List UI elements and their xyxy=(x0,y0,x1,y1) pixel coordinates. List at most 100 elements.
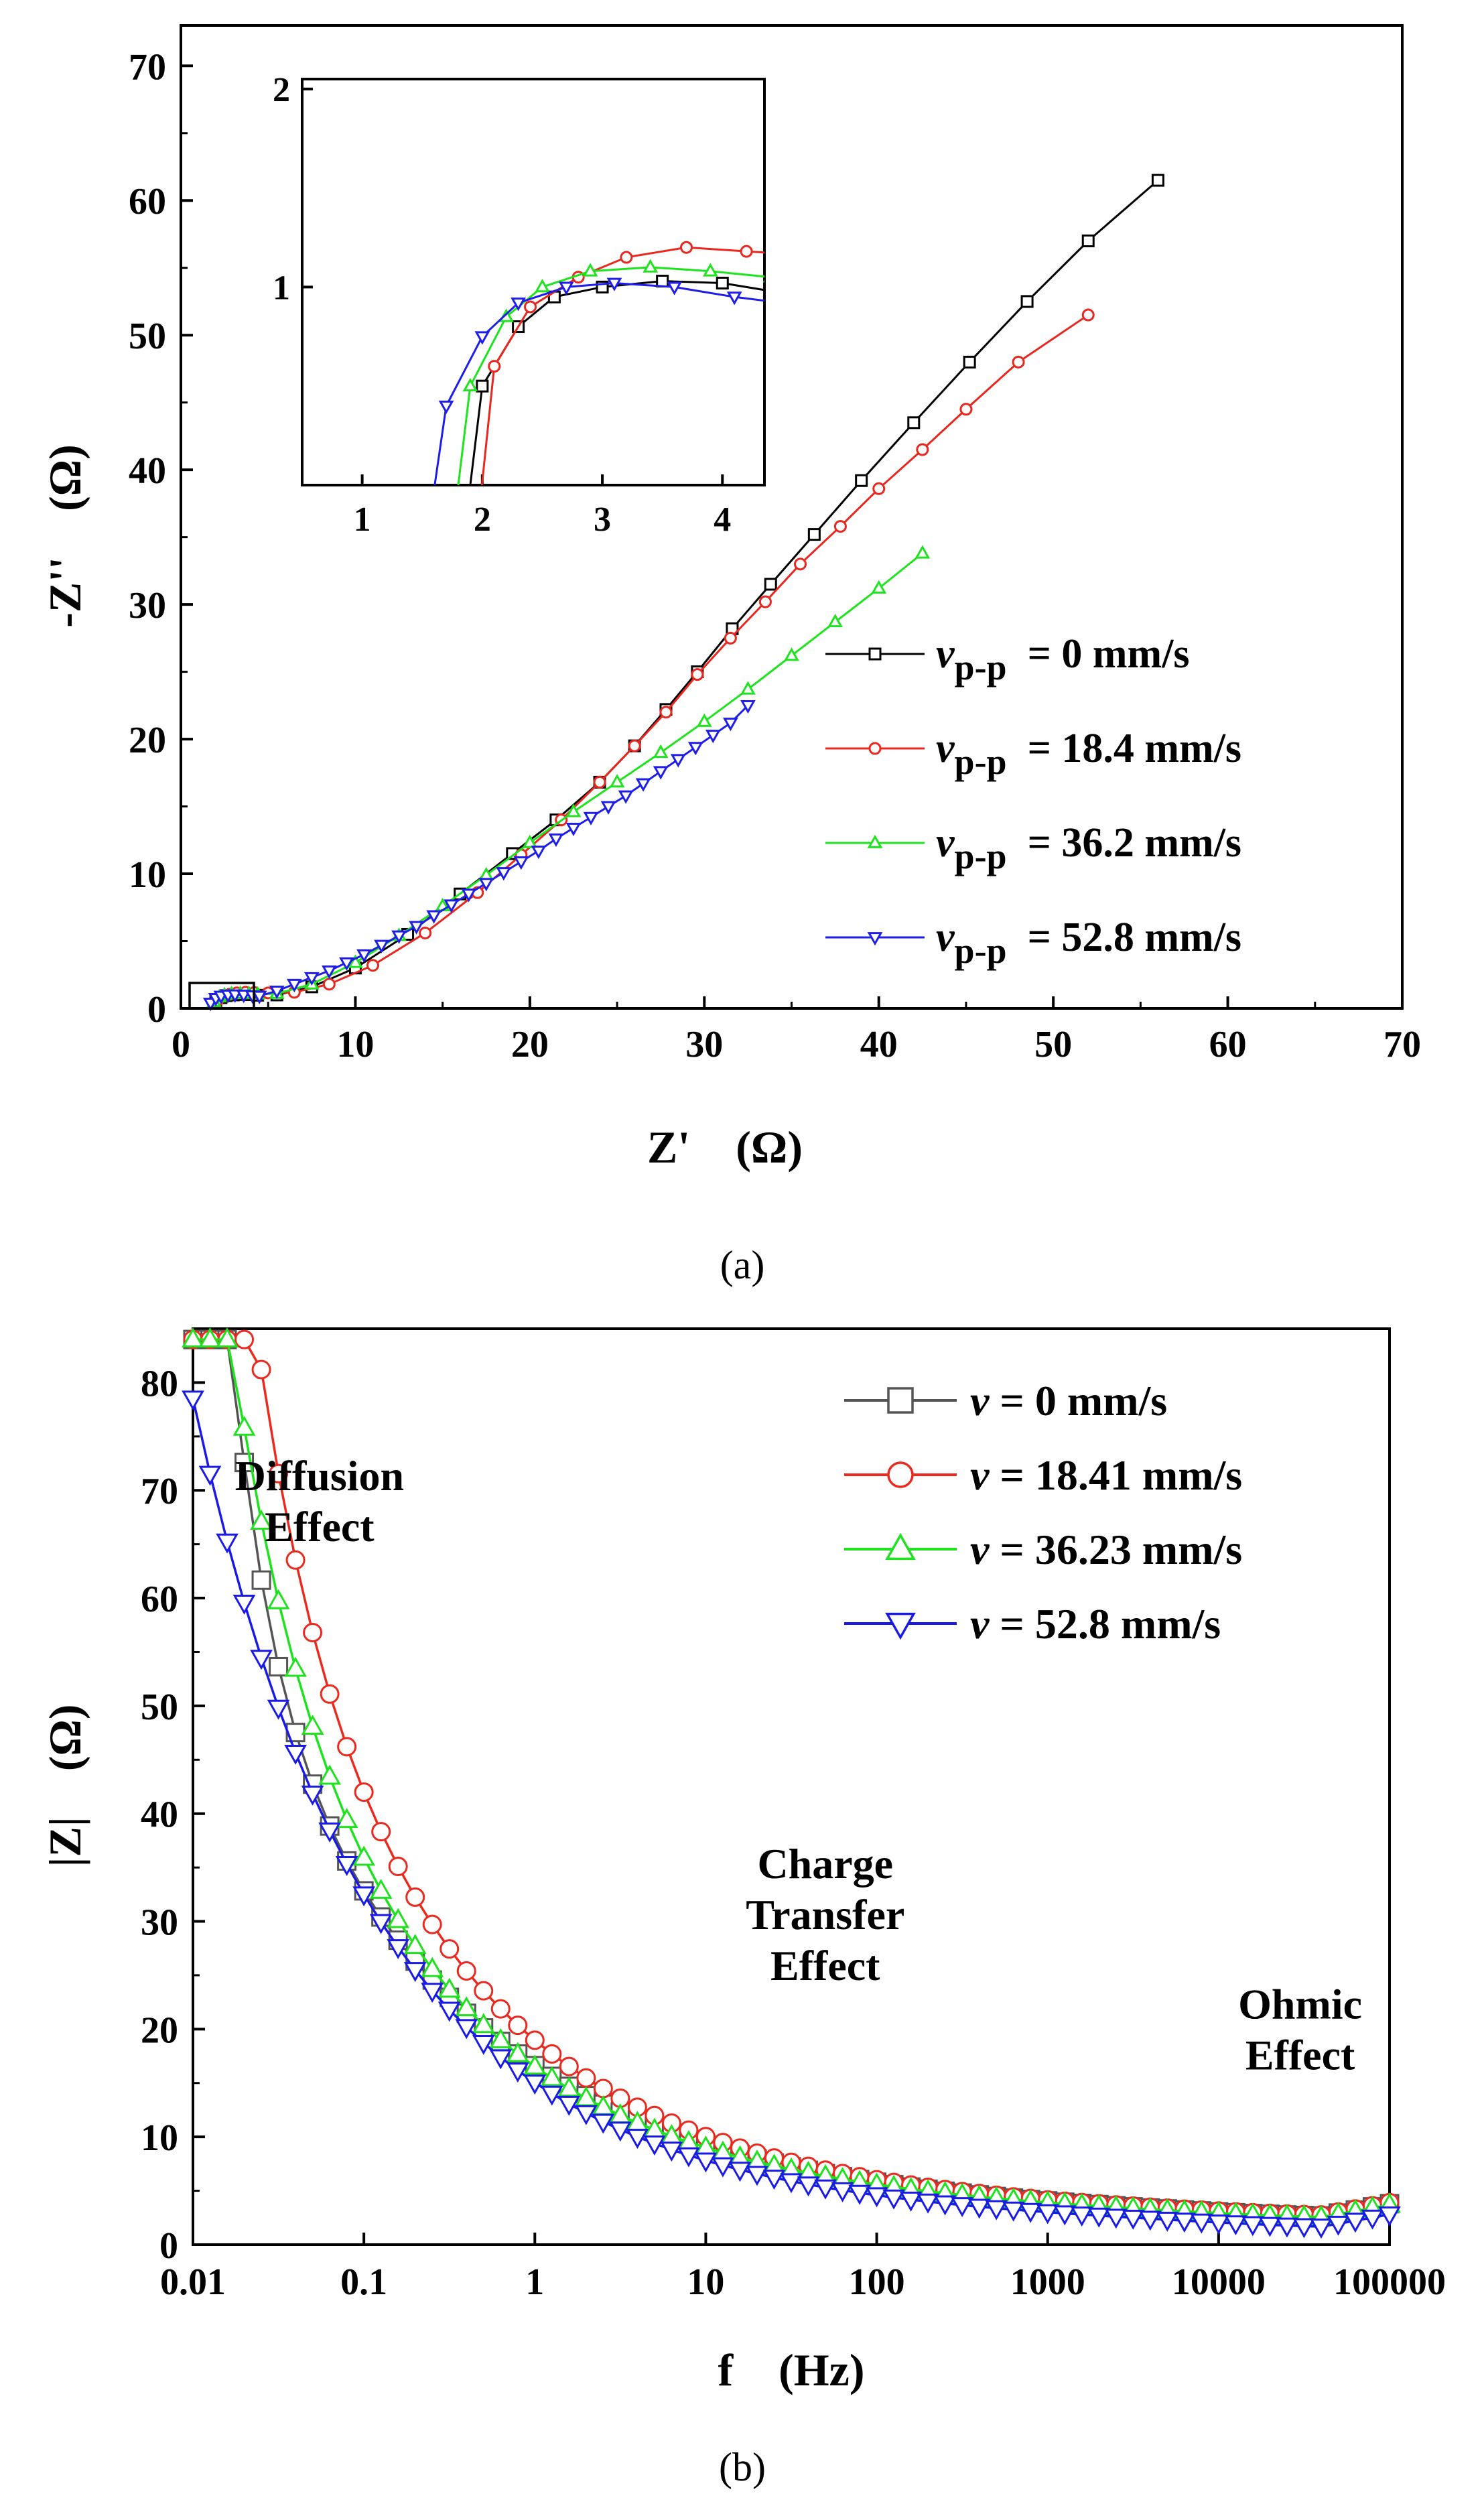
a-inset-data-point xyxy=(762,279,764,283)
a-data-point xyxy=(496,867,512,881)
b-data-point xyxy=(593,2078,613,2099)
a-y-tick-label: 0 xyxy=(147,989,166,1031)
b-data-point xyxy=(1224,2215,1247,2236)
a-inset-data-point xyxy=(702,263,718,277)
b-data-point xyxy=(182,1390,204,1411)
b-data-point xyxy=(456,1961,476,1981)
a-inset-series-2 xyxy=(457,259,764,485)
a-x-tick-label: 10 xyxy=(336,1024,374,1065)
b-x-tick-label: 0.1 xyxy=(340,2261,387,2303)
a-data-point xyxy=(227,989,243,1003)
a-legend-label: vp-p = 52.8 mm/s xyxy=(936,915,1241,971)
a-inset-data-point xyxy=(462,377,478,392)
a-legend-entry: vp-p = 0 mm/s xyxy=(825,631,1190,687)
chart-a-legend: vp-p = 0 mm/svp-p = 18.4 mm/svp-p = 36.2… xyxy=(825,631,1241,971)
b-x-tick-label: 100 xyxy=(849,2261,905,2303)
b-y-tick-label: 20 xyxy=(141,2009,178,2051)
a-data-point xyxy=(444,899,460,913)
b-data-point xyxy=(216,1533,239,1554)
b-legend-value: = 52.8 mm/s xyxy=(989,1600,1221,1648)
a-data-point xyxy=(565,803,582,817)
b-data-point xyxy=(232,1415,256,1436)
b-data-point xyxy=(728,2162,752,2182)
a-data-point xyxy=(959,403,973,416)
a-legend-marker xyxy=(868,647,882,661)
b-y-tick-label: 60 xyxy=(141,1579,178,1620)
chart-b-bode-magnitude: 0.01 0.1 1 10 100 1000 10000 100000 0 10 20 30 40 50… xyxy=(40,1327,1446,2489)
a-inset-data-point xyxy=(606,277,622,291)
a-inset-data-point xyxy=(488,360,501,373)
b-data-point xyxy=(933,2195,957,2216)
a-data-point xyxy=(366,959,379,972)
a-data-point xyxy=(583,811,599,825)
b-legend-label: v = 52.8 mm/s xyxy=(970,1600,1221,1648)
a-data-point xyxy=(784,647,799,661)
a-x-tick-label: 60 xyxy=(1209,1024,1247,1065)
b-data-point xyxy=(626,2129,649,2150)
b-data-point xyxy=(369,1914,393,1934)
chart-a-nyquist: 0 10 20 30 40 50 60 70 0 10 20 30 40 50 60 70 1 2 3 4 1 2 v… xyxy=(40,24,1421,1287)
b-data-point xyxy=(251,1570,271,1590)
a-data-point xyxy=(1081,235,1095,248)
a-data-point xyxy=(659,706,673,719)
a-x-tick-label: 20 xyxy=(511,1024,549,1065)
a-legend-var: v xyxy=(936,915,955,960)
a-legend-sub: p-p xyxy=(955,931,1007,971)
a-data-point xyxy=(321,965,337,979)
a-x-tick-label: 50 xyxy=(1034,1024,1072,1065)
b-data-point xyxy=(301,1785,324,1806)
a-y-tick-label: 30 xyxy=(129,585,166,626)
chart-a-inset-series-group xyxy=(433,241,764,485)
chart-b-y-axis: 0 10 20 30 40 50 60 70 80 xyxy=(141,1327,205,2267)
b-data-point xyxy=(1053,2205,1077,2226)
b-legend-label: v = 18.41 mm/s xyxy=(970,1451,1242,1499)
b-data-point xyxy=(489,2049,513,2070)
a-y-tick-label: 10 xyxy=(129,854,166,896)
b-data-point xyxy=(608,2121,632,2142)
a-data-point xyxy=(391,930,407,944)
a-data-point xyxy=(807,528,821,541)
b-series-3 xyxy=(182,1390,1401,2239)
a-inset-data-point xyxy=(620,251,633,264)
b-data-point xyxy=(1241,2216,1264,2237)
a-inset-series-3 xyxy=(433,277,764,485)
b-data-point xyxy=(489,2028,513,2048)
a-data-point xyxy=(764,578,777,591)
b-data-point xyxy=(198,1327,222,1347)
b-data-point xyxy=(506,2042,529,2062)
a-inset-data-point xyxy=(716,276,729,289)
b-annotation-line: Ohmic xyxy=(1238,1980,1362,2028)
b-legend-var: v xyxy=(970,1451,990,1499)
a-data-point xyxy=(513,856,529,870)
a-inset-series-line xyxy=(457,266,764,485)
b-data-point xyxy=(285,1550,306,1570)
b-data-point xyxy=(1344,2212,1367,2233)
a-data-point xyxy=(794,557,807,571)
b-data-point xyxy=(369,1878,393,1899)
b-x-tick-label: 10000 xyxy=(1172,2261,1266,2303)
a-inset-x-tick-label: 1 xyxy=(354,501,371,539)
a-data-point xyxy=(653,766,669,780)
b-annotation-line: Diffusion xyxy=(235,1452,405,1500)
a-data-point xyxy=(740,681,756,695)
a-legend-var: v xyxy=(936,631,955,677)
b-data-point xyxy=(403,1934,427,1955)
b-y-tick-label: 0 xyxy=(159,2225,178,2267)
b-data-point xyxy=(525,2030,545,2050)
a-legend-value: = 36.2 mm/s xyxy=(1007,820,1241,866)
a-inset-data-point xyxy=(438,400,454,415)
a-data-point xyxy=(1081,308,1095,322)
a-data-point xyxy=(1012,355,1025,369)
a-data-point xyxy=(1151,174,1164,187)
b-data-point xyxy=(216,1327,239,1347)
a-data-point xyxy=(963,355,976,369)
b-data-point xyxy=(303,1623,323,1643)
b-data-point xyxy=(267,1699,290,1720)
b-annotation-line: Effect xyxy=(1245,2031,1355,2078)
b-data-point xyxy=(251,1360,271,1380)
b-data-point xyxy=(542,2044,562,2064)
a-series-3 xyxy=(202,700,756,1012)
b-legend-label: v = 0 mm/s xyxy=(970,1377,1167,1425)
b-y-tick-label: 50 xyxy=(141,1687,178,1728)
